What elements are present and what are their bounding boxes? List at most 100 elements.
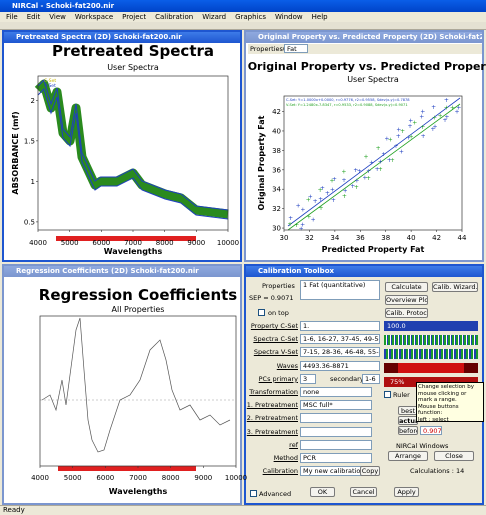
checkbox[interactable] (384, 391, 391, 398)
y-tick-label: 30 (272, 225, 281, 233)
wave-range-bar (58, 466, 196, 471)
row-field[interactable]: 1. (300, 321, 380, 331)
x-tick-label: 10000 (217, 239, 239, 247)
scatter-point: + (350, 183, 355, 190)
checkbox[interactable] (258, 309, 265, 316)
menu-item[interactable]: Graphics (235, 13, 267, 21)
menu-item[interactable]: View (49, 13, 66, 21)
scatter-point: + (430, 126, 435, 133)
scatter-point: + (288, 215, 293, 222)
row-label: Transformation (249, 388, 298, 396)
menu-item[interactable]: Help (311, 13, 328, 21)
x-tick-label: 6000 (96, 474, 114, 482)
window-title: Calibration Toolbox (246, 266, 482, 277)
row-label: Waves (276, 361, 298, 370)
scatter-point: + (306, 196, 311, 203)
x-tick-label: 34 (330, 234, 339, 242)
waves-bar (384, 363, 478, 373)
x-tick-label: 30 (280, 234, 289, 242)
scatter-point: + (342, 193, 347, 200)
row-label: 1. Pretreatment (246, 401, 298, 410)
row-field[interactable]: 1-6 (362, 373, 380, 384)
scatter-point: + (311, 217, 316, 224)
row-field[interactable] (300, 439, 372, 450)
menu-bar: File Edit View Workspace Project Calibration W… (0, 12, 486, 22)
row-field[interactable]: PCR (300, 453, 372, 463)
label: Properties (262, 282, 295, 290)
button[interactable]: Calib. Wizard... (432, 282, 478, 292)
scatter-point: + (313, 198, 318, 205)
row-field[interactable] (300, 426, 372, 437)
y-tick-label: 40 (272, 127, 281, 135)
button[interactable]: best (398, 406, 418, 415)
row-field[interactable] (300, 413, 372, 424)
scatter-point: + (366, 175, 371, 182)
button[interactable]: Copy (360, 466, 380, 477)
y-tick-label: 42 (272, 108, 281, 116)
row-field[interactable]: 1-6, 16-27, 37-45, 49-54, 70-75, 8 (300, 334, 380, 345)
scatter-point: + (287, 221, 292, 228)
menu-item[interactable]: Calibration (155, 13, 194, 21)
row-field[interactable]: 7-15, 28-36, 46-48, 55-69, 76-84, 1 (300, 347, 380, 358)
button[interactable]: actual (398, 416, 418, 425)
property-select[interactable]: Fat (284, 44, 308, 53)
x-tick-label: 42 (432, 234, 441, 242)
button[interactable]: Calculate (385, 282, 428, 292)
button[interactable]: Overview Plots (385, 295, 428, 305)
button[interactable]: Cancel (350, 487, 377, 497)
row-field[interactable]: none (300, 387, 372, 397)
menu-item[interactable]: File (6, 13, 18, 21)
legend-entry: C-Set (44, 78, 56, 84)
x-axis-label: Predicted Property Fat (322, 245, 425, 254)
x-tick-label: 5000 (64, 474, 82, 482)
row-label: Property C-Set (250, 322, 298, 330)
chart-subtitle: All Properties (112, 305, 165, 314)
x-tick-label: 5000 (61, 239, 79, 247)
y-tick-label: 32 (272, 205, 281, 213)
y-tick-label: 38 (272, 147, 281, 155)
spectra-c-bar (384, 335, 478, 345)
scatter-point: + (308, 194, 313, 201)
button[interactable]: before (398, 426, 418, 435)
scatter-point: + (394, 143, 399, 150)
scatter-point: + (421, 133, 426, 140)
spectra-line (37, 79, 229, 211)
checkbox[interactable] (250, 490, 257, 497)
scatter-point: + (400, 128, 405, 135)
button[interactable]: OK (310, 487, 335, 497)
row-label: 2. Pretreatment (246, 414, 298, 423)
tooltip: Change selection by mouse clicking or ma… (416, 382, 484, 422)
legend-entry: V-Set (44, 83, 56, 89)
properties-label: Properties(s) (250, 45, 292, 53)
button[interactable]: Calib. Protocol (385, 308, 428, 318)
scatter-point: + (300, 221, 305, 228)
scatter-point: + (353, 167, 358, 174)
menu-item[interactable]: Edit (26, 13, 41, 21)
row-label: 3. Pretreatment (246, 427, 298, 436)
menu-item[interactable]: Workspace (74, 13, 114, 21)
menu-item[interactable]: Window (275, 13, 303, 21)
row-field[interactable]: MSC full* (300, 400, 372, 411)
scatter-point: + (420, 124, 425, 131)
y-axis-label: ABSORBANCE (mf) (11, 111, 20, 194)
button[interactable]: Arrange (388, 451, 428, 461)
menu-item[interactable]: Project (122, 13, 147, 21)
app-title-bar: NIRCal - Schoki-fat200.nir (0, 0, 486, 12)
menu-item[interactable]: Wizard (202, 13, 227, 21)
button[interactable]: Apply (394, 487, 419, 497)
scatter-point: + (456, 105, 461, 112)
chart-subtitle: User Spectra (107, 63, 159, 72)
before-value: 0.9071 (420, 426, 442, 435)
row-label: Calibration (262, 467, 298, 476)
scatter-point: + (329, 178, 334, 185)
button[interactable]: Close (434, 451, 474, 461)
spectra-line (37, 88, 229, 220)
scatter-point: + (390, 157, 395, 164)
row-field[interactable]: 4493.36-8871 (300, 360, 380, 371)
properties-list[interactable]: 1 Fat (quantitative) (300, 280, 380, 300)
row-label: secondary (330, 374, 364, 383)
row-field[interactable]: 3 (300, 373, 316, 384)
scatter-point: + (366, 168, 371, 175)
scatter-point: + (342, 177, 347, 184)
